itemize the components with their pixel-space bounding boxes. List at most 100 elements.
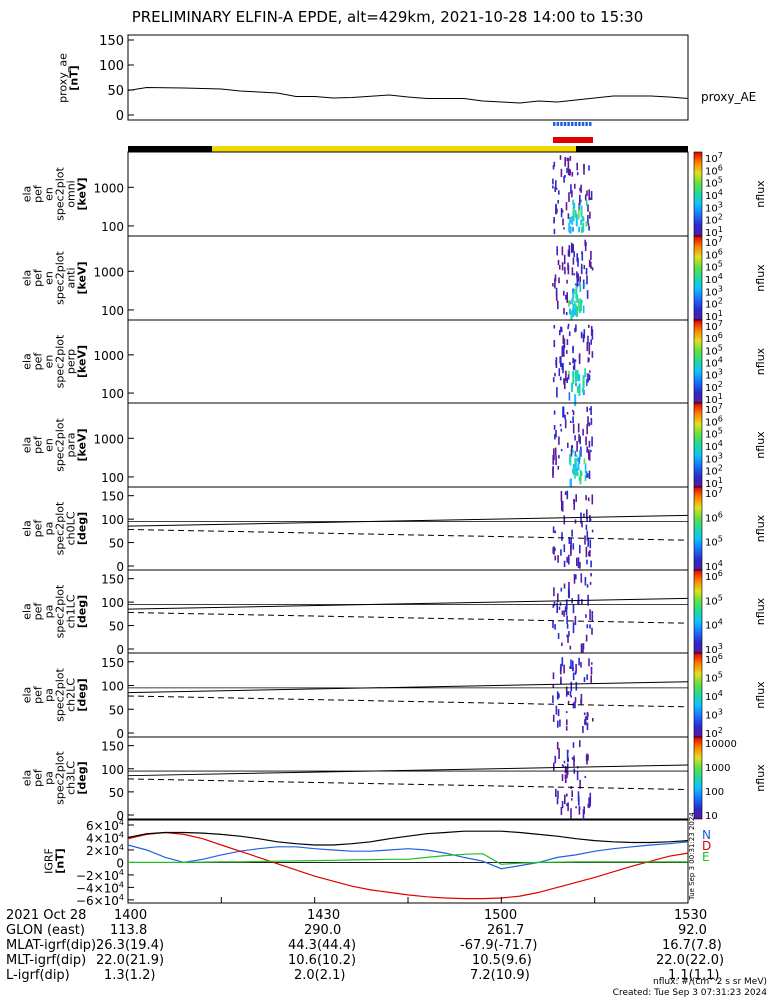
orbit-bar-sunlit <box>550 146 576 152</box>
flux-pixel <box>563 610 565 617</box>
spectrogram <box>552 406 593 487</box>
pa-panel-frame <box>127 569 689 654</box>
flux-pixel <box>566 763 569 770</box>
flux-pixel <box>566 279 568 284</box>
flux-pixel <box>580 184 582 193</box>
loss-cone-line <box>127 764 689 777</box>
panel-ylabel: ela <box>21 186 34 203</box>
flux-pixel <box>568 192 570 202</box>
science-marker <box>574 122 578 126</box>
flux-pixel <box>578 202 580 211</box>
flux-pixel <box>569 217 572 224</box>
flux-pixel <box>581 226 584 233</box>
panel-ylabel: pef <box>32 519 45 538</box>
flux-pixel <box>568 331 571 337</box>
flux-pixel <box>590 417 593 425</box>
flux-pixel <box>566 803 568 807</box>
flux-pixel <box>590 675 592 683</box>
flux-pixel <box>572 604 575 614</box>
flux-pixel <box>583 163 585 175</box>
science-marker <box>553 122 556 126</box>
panel-ylabel: pa <box>43 771 56 785</box>
panel-ylabel: ch3LC <box>65 761 78 795</box>
flux-pixel <box>558 455 560 459</box>
flux-pixel <box>561 209 564 213</box>
flux-pixel <box>564 157 566 167</box>
orbit-value: 16.7(7.8) <box>662 938 722 953</box>
panel-ylabel: pa <box>43 688 56 702</box>
y-tick-label: 100 <box>101 471 124 485</box>
flux-pixel <box>572 303 575 316</box>
flux-pixel <box>589 609 591 620</box>
flux-pixel <box>576 253 578 262</box>
flux-pixel <box>564 266 566 275</box>
flux-pixel <box>558 190 560 195</box>
colorbar <box>693 736 703 820</box>
flux-pixel <box>557 300 559 310</box>
flux-pixel <box>560 208 563 218</box>
panel-ylabel: spec2plot <box>54 418 67 472</box>
flux-pixel <box>566 615 568 624</box>
flux-pixel <box>554 186 556 192</box>
flux-pixel <box>589 211 591 219</box>
flux-pixel <box>586 753 588 765</box>
flux-pixel <box>585 634 588 642</box>
flux-pixel <box>583 265 586 270</box>
panel-ylabel: ela <box>21 270 34 287</box>
colorbar <box>693 486 703 571</box>
flux-pixel <box>562 765 565 768</box>
flux-pixel <box>552 377 555 383</box>
flux-pixel <box>570 544 572 554</box>
flux-pixel <box>566 556 568 563</box>
panel-ylabel: pef <box>32 602 45 621</box>
flux-pixel <box>570 695 572 698</box>
flux-pixel <box>572 416 574 424</box>
flux-pixel <box>572 345 574 351</box>
flux-pixel <box>560 549 562 556</box>
flux-pixel <box>589 799 591 807</box>
flux-pixel <box>568 582 570 589</box>
flux-pixel <box>590 191 593 200</box>
flux-pixel <box>572 410 575 416</box>
flux-pixel <box>583 329 586 339</box>
flux-pixel <box>572 702 575 709</box>
flux-pixel <box>557 259 560 265</box>
y-tick-label: 150 <box>101 740 124 754</box>
colorbar-tick-label: 100 <box>705 787 724 798</box>
flux-pixel <box>554 372 556 377</box>
flux-pixel <box>584 535 586 545</box>
flux-pixel <box>578 434 580 443</box>
science-marker <box>585 122 588 126</box>
flux-pixel <box>583 282 586 288</box>
flux-pixel <box>586 559 588 565</box>
pitch-angle-spectrogram <box>552 657 594 733</box>
flux-pixel <box>566 767 568 779</box>
y-tick-label: 100 <box>101 763 124 777</box>
flux-pixel <box>591 627 593 635</box>
flux-pixel <box>578 807 581 815</box>
flux-pixel <box>554 547 556 552</box>
flux-pixel <box>589 515 591 522</box>
y-tick-label: 100 <box>101 387 124 401</box>
flux-pixel <box>584 576 587 586</box>
panel-ylabel: [keV] <box>76 345 89 378</box>
panel-ylabel: spec2plot <box>54 167 67 221</box>
flux-pixel <box>568 222 570 233</box>
flux-pixel <box>558 277 560 284</box>
flux-pixel <box>574 300 576 305</box>
flux-pixel <box>559 330 561 336</box>
flux-pixel <box>563 254 566 265</box>
flux-pixel <box>575 383 577 387</box>
flux-pixel <box>573 359 576 370</box>
flux-pixel <box>587 335 589 343</box>
flux-pixel <box>564 774 567 779</box>
igrf-series-line <box>127 841 689 870</box>
flux-pixel <box>553 762 555 771</box>
flux-pixel <box>564 491 567 496</box>
orbit-value: 1.3(1.2) <box>104 968 156 983</box>
orbit-row-label: GLON (east) <box>6 923 85 938</box>
flux-pixel <box>566 377 568 383</box>
flux-pixel <box>576 162 578 171</box>
flux-pixel <box>557 465 560 470</box>
